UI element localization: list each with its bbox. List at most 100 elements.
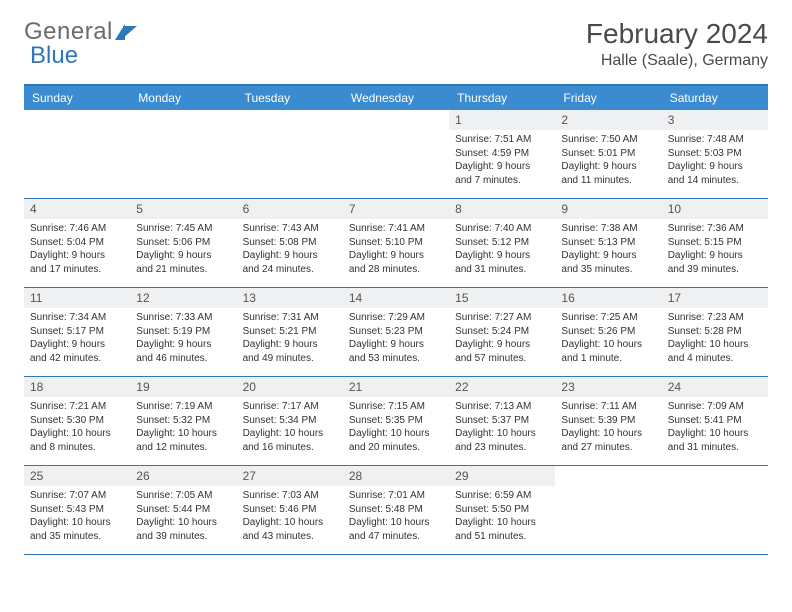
sunset-line: Sunset: 5:19 PM xyxy=(136,325,230,339)
day-number: 13 xyxy=(237,288,343,308)
header: General February 2024 Halle (Saale), Ger… xyxy=(24,18,768,70)
day-info: Sunrise: 7:27 AMSunset: 5:24 PMDaylight:… xyxy=(449,308,555,371)
calendar-cell: 21Sunrise: 7:15 AMSunset: 5:35 PMDayligh… xyxy=(343,377,449,465)
week-row: 1Sunrise: 7:51 AMSunset: 4:59 PMDaylight… xyxy=(24,110,768,199)
sunset-line: Sunset: 5:15 PM xyxy=(668,236,762,250)
empty-daynum xyxy=(662,466,768,486)
calendar-cell: 22Sunrise: 7:13 AMSunset: 5:37 PMDayligh… xyxy=(449,377,555,465)
daylight-line: Daylight: 9 hours and 28 minutes. xyxy=(349,249,443,276)
day-info: Sunrise: 7:15 AMSunset: 5:35 PMDaylight:… xyxy=(343,397,449,460)
sunrise-line: Sunrise: 7:50 AM xyxy=(561,133,655,147)
day-info: Sunrise: 7:05 AMSunset: 5:44 PMDaylight:… xyxy=(130,486,236,549)
sunset-line: Sunset: 5:37 PM xyxy=(455,414,549,428)
calendar-cell: 12Sunrise: 7:33 AMSunset: 5:19 PMDayligh… xyxy=(130,288,236,376)
calendar-cell: 9Sunrise: 7:38 AMSunset: 5:13 PMDaylight… xyxy=(555,199,661,287)
day-header-monday: Monday xyxy=(130,86,236,110)
sunrise-line: Sunrise: 7:31 AM xyxy=(243,311,337,325)
sunrise-line: Sunrise: 7:33 AM xyxy=(136,311,230,325)
day-info: Sunrise: 7:07 AMSunset: 5:43 PMDaylight:… xyxy=(24,486,130,549)
sunrise-line: Sunrise: 7:43 AM xyxy=(243,222,337,236)
day-info: Sunrise: 7:48 AMSunset: 5:03 PMDaylight:… xyxy=(662,130,768,193)
sunrise-line: Sunrise: 7:21 AM xyxy=(30,400,124,414)
day-number: 27 xyxy=(237,466,343,486)
calendar-cell: 29Sunrise: 6:59 AMSunset: 5:50 PMDayligh… xyxy=(449,466,555,554)
daylight-line: Daylight: 9 hours and 46 minutes. xyxy=(136,338,230,365)
sunset-line: Sunset: 5:34 PM xyxy=(243,414,337,428)
sunrise-line: Sunrise: 7:45 AM xyxy=(136,222,230,236)
sunset-line: Sunset: 5:35 PM xyxy=(349,414,443,428)
calendar-cell: 16Sunrise: 7:25 AMSunset: 5:26 PMDayligh… xyxy=(555,288,661,376)
sunrise-line: Sunrise: 7:41 AM xyxy=(349,222,443,236)
daylight-line: Daylight: 9 hours and 57 minutes. xyxy=(455,338,549,365)
day-header-row: SundayMondayTuesdayWednesdayThursdayFrid… xyxy=(24,86,768,110)
sunset-line: Sunset: 5:24 PM xyxy=(455,325,549,339)
day-info: Sunrise: 7:19 AMSunset: 5:32 PMDaylight:… xyxy=(130,397,236,460)
calendar-cell: 1Sunrise: 7:51 AMSunset: 4:59 PMDaylight… xyxy=(449,110,555,198)
calendar-cell: 11Sunrise: 7:34 AMSunset: 5:17 PMDayligh… xyxy=(24,288,130,376)
daylight-line: Daylight: 9 hours and 7 minutes. xyxy=(455,160,549,187)
calendar-cell xyxy=(237,110,343,198)
daylight-line: Daylight: 9 hours and 14 minutes. xyxy=(668,160,762,187)
calendar-cell: 23Sunrise: 7:11 AMSunset: 5:39 PMDayligh… xyxy=(555,377,661,465)
day-info: Sunrise: 7:23 AMSunset: 5:28 PMDaylight:… xyxy=(662,308,768,371)
sunset-line: Sunset: 5:13 PM xyxy=(561,236,655,250)
title-block: February 2024 Halle (Saale), Germany xyxy=(586,18,768,70)
day-header-sunday: Sunday xyxy=(24,86,130,110)
sunset-line: Sunset: 5:50 PM xyxy=(455,503,549,517)
sunset-line: Sunset: 5:12 PM xyxy=(455,236,549,250)
day-info: Sunrise: 6:59 AMSunset: 5:50 PMDaylight:… xyxy=(449,486,555,549)
day-number: 21 xyxy=(343,377,449,397)
daylight-line: Daylight: 9 hours and 35 minutes. xyxy=(561,249,655,276)
sunset-line: Sunset: 5:26 PM xyxy=(561,325,655,339)
daylight-line: Daylight: 10 hours and 20 minutes. xyxy=(349,427,443,454)
day-number: 29 xyxy=(449,466,555,486)
sunset-line: Sunset: 5:48 PM xyxy=(349,503,443,517)
day-info: Sunrise: 7:50 AMSunset: 5:01 PMDaylight:… xyxy=(555,130,661,193)
sunrise-line: Sunrise: 7:38 AM xyxy=(561,222,655,236)
day-number: 1 xyxy=(449,110,555,130)
day-info: Sunrise: 7:43 AMSunset: 5:08 PMDaylight:… xyxy=(237,219,343,282)
calendar-cell: 2Sunrise: 7:50 AMSunset: 5:01 PMDaylight… xyxy=(555,110,661,198)
day-info: Sunrise: 7:21 AMSunset: 5:30 PMDaylight:… xyxy=(24,397,130,460)
daylight-line: Daylight: 9 hours and 24 minutes. xyxy=(243,249,337,276)
sunset-line: Sunset: 5:30 PM xyxy=(30,414,124,428)
sunrise-line: Sunrise: 7:11 AM xyxy=(561,400,655,414)
daylight-line: Daylight: 9 hours and 42 minutes. xyxy=(30,338,124,365)
day-number: 28 xyxy=(343,466,449,486)
day-number: 22 xyxy=(449,377,555,397)
day-info: Sunrise: 7:17 AMSunset: 5:34 PMDaylight:… xyxy=(237,397,343,460)
calendar-cell xyxy=(24,110,130,198)
calendar-cell: 17Sunrise: 7:23 AMSunset: 5:28 PMDayligh… xyxy=(662,288,768,376)
daylight-line: Daylight: 9 hours and 17 minutes. xyxy=(30,249,124,276)
day-info: Sunrise: 7:11 AMSunset: 5:39 PMDaylight:… xyxy=(555,397,661,460)
sunset-line: Sunset: 5:10 PM xyxy=(349,236,443,250)
day-info: Sunrise: 7:03 AMSunset: 5:46 PMDaylight:… xyxy=(237,486,343,549)
empty-daynum xyxy=(237,110,343,130)
daylight-line: Daylight: 9 hours and 21 minutes. xyxy=(136,249,230,276)
daylight-line: Daylight: 9 hours and 39 minutes. xyxy=(668,249,762,276)
day-number: 7 xyxy=(343,199,449,219)
day-number: 5 xyxy=(130,199,236,219)
location: Halle (Saale), Germany xyxy=(586,52,768,70)
month-title: February 2024 xyxy=(586,18,768,50)
daylight-line: Daylight: 10 hours and 16 minutes. xyxy=(243,427,337,454)
calendar-cell: 3Sunrise: 7:48 AMSunset: 5:03 PMDaylight… xyxy=(662,110,768,198)
daylight-line: Daylight: 10 hours and 23 minutes. xyxy=(455,427,549,454)
sunset-line: Sunset: 5:06 PM xyxy=(136,236,230,250)
calendar-cell: 7 Sunrise: 7:41 AMSunset: 5:10 PMDaylight… xyxy=(343,199,449,287)
day-info: Sunrise: 7:36 AMSunset: 5:15 PMDaylight:… xyxy=(662,219,768,282)
sunset-line: Sunset: 5:03 PM xyxy=(668,147,762,161)
calendar-cell: 14Sunrise: 7:29 AMSunset: 5:23 PMDayligh… xyxy=(343,288,449,376)
sunrise-line: Sunrise: 7:29 AM xyxy=(349,311,443,325)
day-info: Sunrise: 7:29 AMSunset: 5:23 PMDaylight:… xyxy=(343,308,449,371)
day-number: 10 xyxy=(662,199,768,219)
sunset-line: Sunset: 4:59 PM xyxy=(455,147,549,161)
daylight-line: Daylight: 10 hours and 1 minute. xyxy=(561,338,655,365)
day-number: 20 xyxy=(237,377,343,397)
day-header-thursday: Thursday xyxy=(449,86,555,110)
calendar-cell: 13Sunrise: 7:31 AMSunset: 5:21 PMDayligh… xyxy=(237,288,343,376)
sunrise-line: Sunrise: 7:03 AM xyxy=(243,489,337,503)
calendar-cell: 6Sunrise: 7:43 AMSunset: 5:08 PMDaylight… xyxy=(237,199,343,287)
week-row: 18Sunrise: 7:21 AMSunset: 5:30 PMDayligh… xyxy=(24,377,768,466)
day-number: 14 xyxy=(343,288,449,308)
